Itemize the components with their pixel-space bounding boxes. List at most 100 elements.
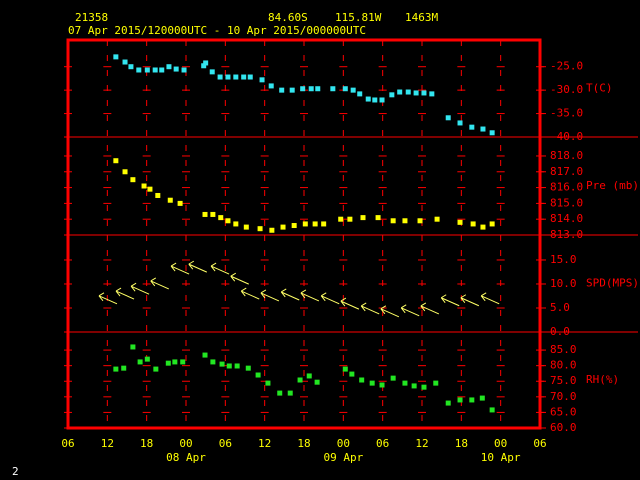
wind-arrow [340, 297, 360, 310]
data-point [147, 186, 153, 192]
series-label: RH(%) [586, 373, 619, 386]
data-point [210, 211, 216, 217]
data-point [297, 377, 303, 383]
data-point [113, 54, 119, 60]
y-tick-label: 75.0 [550, 374, 577, 387]
data-point [379, 382, 385, 388]
data-point [257, 226, 263, 232]
data-point [480, 224, 486, 230]
data-point [153, 366, 159, 372]
data-point [180, 359, 186, 365]
wind-arrow [480, 292, 500, 305]
data-point [315, 86, 321, 92]
x-tick-label: 12 [258, 437, 271, 450]
wind-arrow [460, 294, 480, 307]
elevation: 1463M [405, 11, 438, 24]
wind-arrow [320, 292, 340, 305]
data-point [245, 365, 251, 371]
data-point [405, 89, 411, 95]
data-point [203, 60, 209, 66]
data-point [225, 74, 231, 80]
data-point [137, 359, 143, 365]
data-point [219, 361, 225, 367]
series-label: Pre (mb) [586, 179, 639, 192]
date-label: 10 Apr [481, 451, 521, 464]
data-point [225, 218, 231, 224]
wind-arrow [230, 272, 249, 285]
data-point [302, 221, 308, 227]
data-point [350, 87, 356, 93]
y-tick-label: -30.0 [550, 83, 583, 96]
data-point [113, 158, 119, 164]
data-point [457, 397, 463, 403]
data-point [489, 130, 495, 136]
data-point [469, 124, 475, 130]
data-point [300, 86, 306, 92]
y-tick-label: 70.0 [550, 390, 577, 403]
data-point [457, 120, 463, 126]
data-point [411, 383, 417, 389]
data-point [181, 67, 187, 73]
series-label: T(C) [586, 82, 613, 95]
data-point [210, 359, 216, 365]
plot-frame [66, 38, 542, 430]
y-tick-label: -25.0 [550, 60, 583, 73]
data-point [360, 215, 366, 221]
date-label: 09 Apr [323, 451, 363, 464]
y-tick-label: 816.0 [550, 181, 583, 194]
data-point [243, 224, 249, 230]
x-tick-label: 00 [179, 437, 192, 450]
data-point [312, 221, 318, 227]
data-point [277, 390, 283, 396]
y-tick-label: 65.0 [550, 405, 577, 418]
latitude: 84.60S [268, 11, 308, 24]
data-point [342, 366, 348, 372]
data-point [177, 200, 183, 206]
wind-arrow [440, 294, 460, 307]
x-tick-label: 18 [455, 437, 468, 450]
data-point [130, 177, 136, 183]
data-point [421, 384, 427, 390]
x-tick-label: 06 [61, 437, 74, 450]
period: 07 Apr 2015/120000UTC - 10 Apr 2015/0000… [68, 24, 366, 37]
data-point [122, 59, 128, 65]
data-point [359, 377, 365, 383]
page-number: 2 [12, 465, 19, 478]
data-point [306, 373, 312, 379]
data-point [347, 216, 353, 222]
data-point [280, 224, 286, 230]
data-point [479, 395, 485, 401]
data-point [375, 215, 381, 221]
data-point [390, 375, 396, 381]
data-point [226, 363, 232, 369]
data-point [217, 74, 223, 80]
station-id: 21358 [75, 11, 108, 24]
x-tick-label: 12 [101, 437, 114, 450]
series-label: SPD(MPS) [586, 277, 639, 290]
y-tick-label: 817.0 [550, 165, 583, 178]
data-point [372, 97, 378, 103]
wind-arrow [260, 289, 280, 302]
data-point [349, 371, 355, 377]
x-tick-label: 00 [494, 437, 507, 450]
data-point [389, 92, 395, 98]
data-point [130, 344, 136, 350]
wind-arrow [300, 289, 320, 302]
data-point [469, 397, 475, 403]
data-point [201, 63, 207, 69]
data-point [369, 380, 375, 386]
data-point [308, 86, 314, 92]
data-point [166, 64, 172, 70]
data-point [279, 87, 285, 93]
longitude: 115.81W [335, 11, 382, 24]
wind-arrow [280, 288, 300, 301]
data-point [379, 97, 385, 103]
date-label: 08 Apr [166, 451, 206, 464]
data-point [445, 400, 451, 406]
data-point [234, 363, 240, 369]
data-point [136, 67, 142, 73]
data-point [338, 216, 344, 222]
wind-arrow [210, 262, 230, 275]
data-point [144, 356, 150, 362]
